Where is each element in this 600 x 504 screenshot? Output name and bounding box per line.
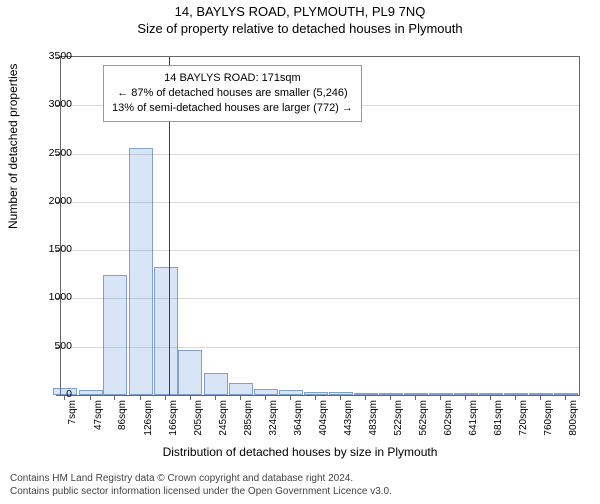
- x-tick-label: 720sqm: [518, 400, 529, 436]
- x-axis-label: Distribution of detached houses by size …: [0, 445, 600, 459]
- x-tick-mark: [515, 395, 516, 400]
- x-tick-label: 641sqm: [468, 400, 479, 436]
- y-tick-label: 2000: [32, 195, 72, 207]
- annotation-box: 14 BAYLYS ROAD: 171sqm ← 87% of detached…: [103, 65, 362, 122]
- x-tick-label: 443sqm: [343, 400, 354, 436]
- x-tick-label: 681sqm: [493, 400, 504, 436]
- x-tick-mark: [465, 395, 466, 400]
- x-tick-mark: [140, 395, 141, 400]
- x-tick-mark: [90, 395, 91, 400]
- x-tick-label: 483sqm: [368, 400, 379, 436]
- histogram-bar: [229, 383, 253, 395]
- x-tick-label: 562sqm: [418, 400, 429, 436]
- annotation-line2: ← 87% of detached houses are smaller (5,…: [112, 86, 353, 101]
- histogram-bar: [178, 350, 202, 395]
- x-tick-label: 404sqm: [318, 400, 329, 436]
- histogram-bar: [79, 390, 103, 395]
- copyright-notice: Contains HM Land Registry data © Crown c…: [10, 472, 392, 498]
- plot-region: 14 BAYLYS ROAD: 171sqm ← 87% of detached…: [60, 56, 580, 396]
- page-title: 14, BAYLYS ROAD, PLYMOUTH, PL9 7NQ: [0, 4, 600, 19]
- y-tick-label: 3000: [32, 98, 72, 110]
- x-tick-mark: [265, 395, 266, 400]
- page-subtitle: Size of property relative to detached ho…: [0, 21, 600, 36]
- x-tick-mark: [340, 395, 341, 400]
- x-tick-mark: [290, 395, 291, 400]
- x-tick-label: 205sqm: [193, 400, 204, 436]
- copyright-line1: Contains HM Land Registry data © Crown c…: [10, 472, 392, 485]
- x-tick-label: 800sqm: [568, 400, 579, 436]
- histogram-bar: [204, 373, 228, 395]
- x-tick-label: 166sqm: [168, 400, 179, 436]
- x-tick-label: 285sqm: [243, 400, 254, 436]
- x-tick-mark: [390, 395, 391, 400]
- x-tick-label: 245sqm: [218, 400, 229, 436]
- histogram-bar: [354, 393, 378, 395]
- histogram-bar: [129, 148, 153, 395]
- y-tick-label: 500: [32, 340, 72, 352]
- y-tick-label: 1500: [32, 243, 72, 255]
- y-tick-label: 0: [32, 388, 72, 400]
- histogram-bar: [304, 392, 328, 395]
- annotation-line3: 13% of semi-detached houses are larger (…: [112, 101, 353, 116]
- histogram-bar: [279, 390, 303, 395]
- x-tick-mark: [315, 395, 316, 400]
- x-tick-label: 364sqm: [293, 400, 304, 436]
- y-tick-label: 1000: [32, 291, 72, 303]
- histogram-bar: [479, 393, 503, 395]
- histogram-bar: [404, 393, 428, 395]
- x-tick-label: 7sqm: [67, 400, 78, 424]
- histogram-bar: [454, 393, 478, 395]
- copyright-line2: Contains public sector information licen…: [10, 485, 392, 498]
- histogram-bar: [103, 275, 127, 395]
- y-tick-label: 3500: [32, 50, 72, 62]
- x-tick-mark: [190, 395, 191, 400]
- chart-area: 14 BAYLYS ROAD: 171sqm ← 87% of detached…: [60, 56, 580, 426]
- x-tick-mark: [365, 395, 366, 400]
- x-tick-mark: [215, 395, 216, 400]
- x-tick-mark: [540, 395, 541, 400]
- x-tick-label: 126sqm: [143, 400, 154, 436]
- x-tick-mark: [440, 395, 441, 400]
- x-tick-mark: [415, 395, 416, 400]
- x-tick-mark: [240, 395, 241, 400]
- x-tick-mark: [490, 395, 491, 400]
- y-tick-label: 2500: [32, 147, 72, 159]
- x-tick-mark: [165, 395, 166, 400]
- x-tick-label: 760sqm: [543, 400, 554, 436]
- x-tick-mark: [114, 395, 115, 400]
- x-tick-label: 86sqm: [117, 400, 128, 430]
- histogram-bar: [554, 393, 578, 395]
- x-tick-label: 602sqm: [443, 400, 454, 436]
- histogram-bar: [429, 393, 453, 395]
- annotation-line1: 14 BAYLYS ROAD: 171sqm: [112, 71, 353, 86]
- x-tick-label: 47sqm: [93, 400, 104, 430]
- histogram-bar: [154, 267, 178, 395]
- y-axis-label: Number of detached properties: [6, 64, 20, 229]
- histogram-bar: [329, 392, 353, 395]
- x-tick-mark: [565, 395, 566, 400]
- chart-container: 14, BAYLYS ROAD, PLYMOUTH, PL9 7NQ Size …: [0, 4, 600, 504]
- x-tick-label: 324sqm: [268, 400, 279, 436]
- histogram-bar: [529, 393, 553, 395]
- x-tick-label: 522sqm: [393, 400, 404, 436]
